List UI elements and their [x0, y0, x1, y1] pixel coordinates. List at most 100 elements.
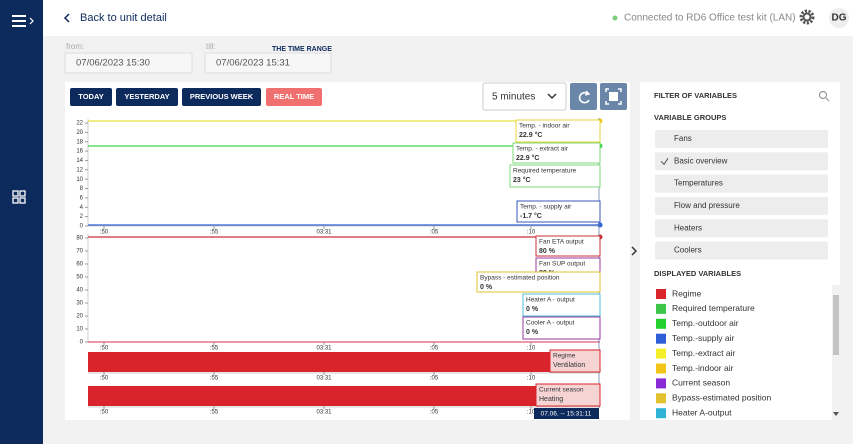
- avatar[interactable]: [829, 8, 849, 28]
- group-button[interactable]: [655, 174, 828, 193]
- variable-swatch[interactable]: [656, 318, 666, 329]
- y-tick-label: 10: [76, 327, 83, 333]
- tooltip: [535, 235, 601, 257]
- y-tick-label: 50: [76, 275, 83, 281]
- variable-name: Regime: [672, 288, 702, 298]
- range-button-label: PREVIOUS WEEK: [190, 92, 254, 101]
- range-button[interactable]: [70, 88, 112, 106]
- tooltip: [522, 316, 601, 340]
- variable-swatch[interactable]: [656, 408, 666, 419]
- group-label: Basic overview: [674, 156, 728, 165]
- variable-swatch[interactable]: [656, 393, 666, 404]
- till-label: till:: [206, 42, 216, 51]
- y-tick-label: 40: [76, 288, 83, 294]
- x-tick-label: :05: [430, 346, 439, 352]
- filter-title: FILTER OF VARIABLES: [654, 91, 737, 100]
- settings-icon[interactable]: [799, 9, 815, 25]
- tooltip-value: Ventilation: [553, 362, 585, 369]
- variable-swatch[interactable]: [656, 378, 666, 389]
- x-tick-label: :10: [527, 346, 536, 352]
- tooltip-label: Fan SUP output: [539, 261, 585, 268]
- range-button[interactable]: [116, 88, 178, 106]
- tooltip: [549, 349, 601, 373]
- y-tick-label: 20: [76, 314, 83, 320]
- tooltip-label: Cooler A - output: [526, 320, 575, 327]
- y-tick-label: 12: [76, 167, 83, 173]
- interval-value: 5 minutes: [492, 92, 535, 103]
- scrollbar-thumb[interactable]: [833, 295, 839, 355]
- x-tick-label: :55: [210, 230, 219, 236]
- check-icon: [660, 158, 669, 166]
- tooltip: [515, 119, 601, 143]
- variable-swatch[interactable]: [656, 303, 666, 314]
- tooltip: [516, 200, 601, 223]
- from-label: from:: [66, 42, 84, 51]
- tooltip-value: 22.9 °C: [519, 131, 542, 139]
- variable-name: Required temperature: [672, 303, 755, 313]
- group-button[interactable]: [655, 130, 828, 148]
- y-tick-label: 70: [76, 249, 83, 255]
- from-input[interactable]: [64, 52, 193, 74]
- back-arrow[interactable]: [63, 13, 70, 23]
- back-link[interactable]: Back to unit detail: [80, 12, 167, 24]
- variable-name: Temp.-supply air: [672, 333, 735, 343]
- tooltip-label: Required temperature: [513, 168, 577, 175]
- apps-icon[interactable]: [12, 190, 26, 204]
- state-band: [88, 352, 600, 372]
- tooltip-label: Heater A - output: [526, 297, 575, 304]
- y-tick-label: 8: [80, 186, 84, 192]
- select-arrow: [547, 93, 557, 100]
- time-range-title: THE TIME RANGE: [272, 46, 332, 53]
- interval-select[interactable]: [482, 82, 567, 111]
- tooltip-value: 0 %: [526, 329, 539, 336]
- state-band: [88, 386, 600, 406]
- y-tick-label: 0: [80, 224, 84, 230]
- y-tick-label: 22: [76, 121, 83, 127]
- time-marker-label: 07.06. -- 15:31:11: [541, 411, 592, 418]
- group-button[interactable]: [655, 219, 828, 238]
- variable-swatch[interactable]: [656, 363, 666, 374]
- variable-swatch[interactable]: [656, 348, 666, 359]
- refresh-button[interactable]: [570, 83, 597, 110]
- x-tick-label: :50: [100, 376, 109, 382]
- tooltip-label: Bypass - estimated position: [480, 275, 560, 282]
- fullscreen-icon-center: [609, 92, 618, 101]
- group-button[interactable]: [655, 196, 828, 215]
- group-label: Coolers: [674, 246, 702, 255]
- tooltip: [476, 271, 601, 293]
- x-tick-label: 03:31: [316, 346, 332, 352]
- group-label: Heaters: [674, 223, 702, 232]
- x-tick-label: :05: [430, 376, 439, 382]
- variable-swatch[interactable]: [656, 289, 666, 299]
- x-tick-label: :10: [527, 230, 536, 236]
- tooltip: [512, 142, 601, 164]
- y-tick-label: 10: [76, 177, 83, 183]
- x-tick-label: 03:31: [316, 410, 332, 416]
- sidebar: [0, 0, 43, 444]
- y-tick-label: 2: [80, 214, 84, 220]
- tooltip-value: 0 %: [526, 306, 539, 313]
- variable-name: Bypass-estimated position: [672, 393, 771, 403]
- tooltip-label: Current season: [539, 387, 584, 394]
- menu-icon[interactable]: [12, 15, 34, 27]
- tooltip-value: 80 %: [539, 248, 556, 255]
- series-end-dot: [597, 222, 603, 228]
- range-button[interactable]: [182, 88, 261, 106]
- range-button[interactable]: [266, 88, 322, 106]
- status-dot: [612, 15, 618, 21]
- x-tick-label: :50: [100, 410, 109, 416]
- x-tick-label: :50: [100, 346, 109, 352]
- y-tick-label: 60: [76, 262, 83, 268]
- tooltip-value: -1.7 °C: [520, 212, 542, 220]
- y-tick-label: 6: [80, 195, 84, 201]
- search-icon[interactable]: [818, 90, 830, 102]
- group-button[interactable]: [655, 152, 828, 171]
- scroll-down[interactable]: [833, 412, 839, 416]
- group-button[interactable]: [655, 241, 828, 260]
- tooltip-label: Temp. - extract air: [516, 146, 569, 153]
- collapse-arrow[interactable]: [631, 246, 638, 256]
- till-input[interactable]: [204, 52, 332, 74]
- y-tick-label: 30: [76, 301, 83, 307]
- variable-name: Temp.-outdoor air: [672, 318, 739, 328]
- variable-swatch[interactable]: [656, 333, 666, 344]
